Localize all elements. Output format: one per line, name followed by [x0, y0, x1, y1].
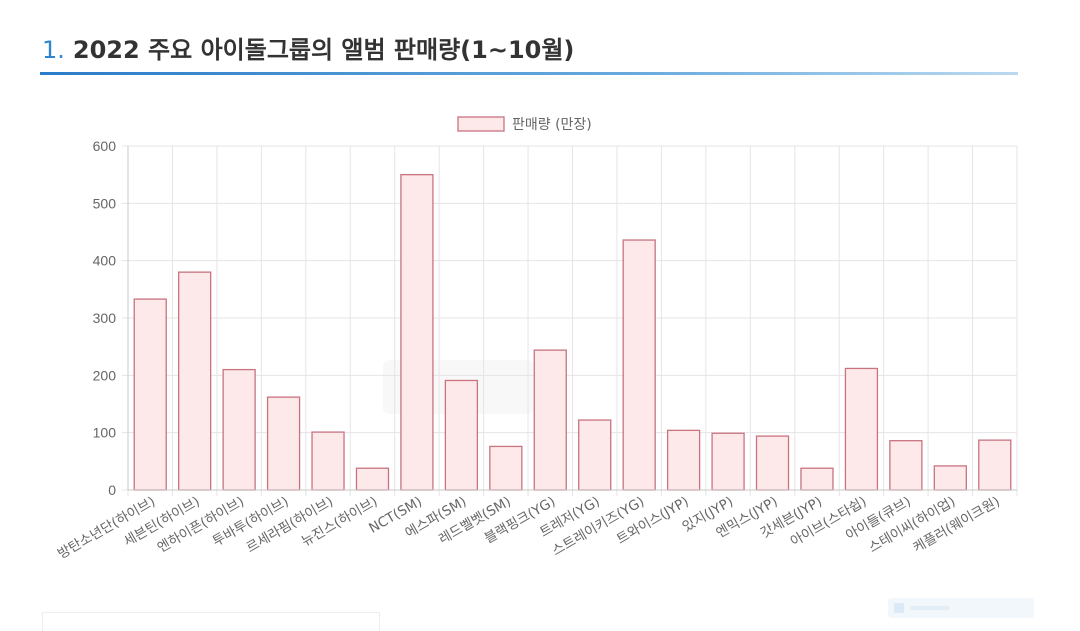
y-tick-label: 200 — [93, 367, 117, 383]
page-title: 1. 2022 주요 아이돌그룹의 앨범 판매량(1~10월) — [42, 30, 574, 65]
bar[interactable] — [889, 440, 923, 491]
y-tick-label: 0 — [108, 482, 116, 498]
y-tick-label: 400 — [93, 253, 117, 269]
legend[interactable]: 판매량 (만장) — [457, 116, 592, 133]
legend-label[interactable]: 판매량 (만장) — [512, 117, 592, 133]
bar[interactable] — [666, 429, 701, 491]
floating-widget[interactable] — [888, 598, 1034, 618]
bar[interactable] — [978, 439, 1012, 491]
bar[interactable] — [400, 174, 434, 491]
grid-layer — [122, 145, 1018, 496]
widget-icon — [894, 603, 904, 613]
widget-label-placeholder — [910, 606, 950, 610]
title-underline — [40, 72, 1018, 75]
bar[interactable] — [622, 239, 656, 491]
bar[interactable] — [711, 432, 745, 491]
y-tick-label: 500 — [93, 195, 117, 211]
title-number: 1. — [42, 36, 65, 64]
title-text: 2022 주요 아이돌그룹의 앨범 판매량(1~10월) — [72, 36, 575, 64]
bar[interactable] — [489, 445, 523, 491]
bar[interactable] — [311, 431, 345, 491]
bar[interactable] — [178, 271, 212, 491]
bar[interactable] — [266, 396, 301, 491]
y-tick-label: 300 — [93, 310, 117, 326]
bars-layer — [133, 174, 1012, 491]
bar[interactable] — [133, 298, 167, 491]
legend-swatch[interactable] — [457, 116, 505, 132]
bar[interactable] — [844, 367, 879, 491]
bar[interactable] — [800, 467, 834, 491]
bar[interactable] — [222, 368, 256, 491]
bar[interactable] — [755, 435, 790, 491]
bar[interactable] — [355, 467, 390, 491]
bar[interactable] — [933, 465, 967, 491]
next-section-card — [42, 612, 380, 631]
bar[interactable] — [444, 379, 479, 491]
y-tick-label: 100 — [93, 425, 117, 441]
bar[interactable] — [578, 419, 612, 491]
y-tick-label: 600 — [93, 138, 117, 154]
bar[interactable] — [533, 349, 567, 491]
